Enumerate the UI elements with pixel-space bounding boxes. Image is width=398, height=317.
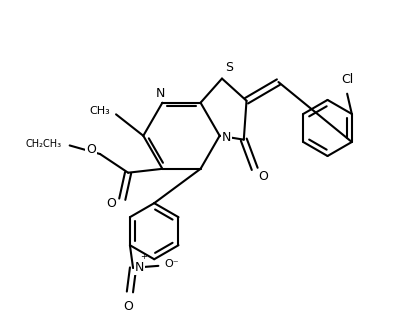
- Text: N: N: [156, 87, 165, 100]
- Text: N: N: [135, 261, 144, 274]
- Text: O: O: [86, 143, 96, 156]
- Text: O: O: [123, 300, 133, 313]
- Text: CH₂CH₃: CH₂CH₃: [26, 139, 62, 148]
- Text: N: N: [222, 131, 231, 144]
- Text: O: O: [259, 170, 269, 183]
- Text: O⁻: O⁻: [164, 259, 179, 269]
- Text: CH₃: CH₃: [90, 106, 110, 116]
- Text: Cl: Cl: [341, 73, 353, 86]
- Text: +: +: [140, 252, 147, 262]
- Text: S: S: [225, 61, 233, 74]
- Text: O: O: [107, 197, 117, 210]
